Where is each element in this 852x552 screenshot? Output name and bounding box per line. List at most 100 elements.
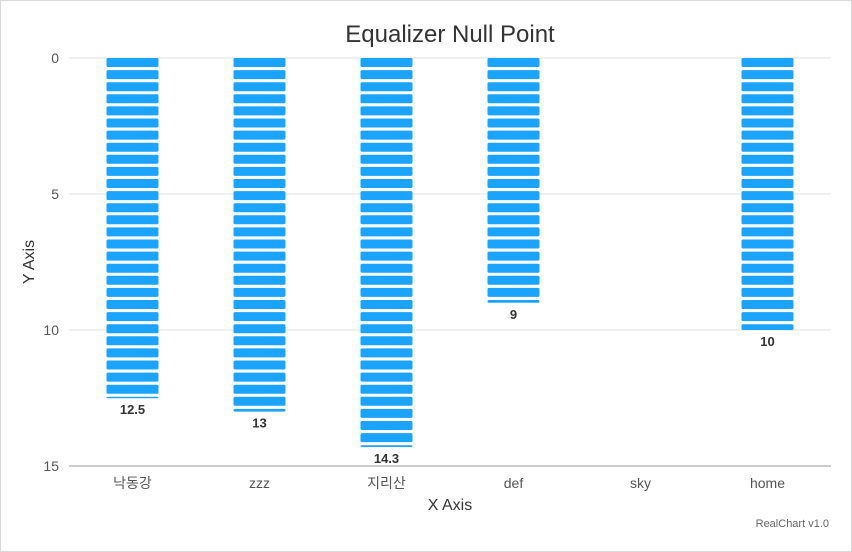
bar (233, 58, 286, 412)
bar-segment (487, 118, 540, 128)
bar-segment (233, 118, 286, 128)
bar-segment (741, 106, 794, 116)
y-tick-label: 10 (43, 322, 59, 338)
bar-segment (233, 203, 286, 213)
bar-segment (233, 154, 286, 164)
x-tick-label: def (504, 475, 524, 491)
bar-segment (233, 166, 286, 176)
y-tick-label: 5 (51, 186, 59, 202)
bar-segment (233, 239, 286, 249)
bar-segment (233, 336, 286, 346)
credit-label: RealChart v1.0 (756, 518, 829, 530)
bar-segment (360, 396, 413, 406)
data-label: 10 (760, 334, 774, 349)
bar-segment (741, 263, 794, 273)
bar-segment (233, 312, 286, 322)
bar-segment (106, 300, 159, 309)
bar-segment (741, 142, 794, 152)
bar-segment (741, 300, 794, 309)
bar-segment (487, 130, 540, 140)
bar-segment (741, 166, 794, 176)
bar (360, 58, 413, 447)
bar-segment (487, 227, 540, 237)
bar-segment (233, 324, 286, 334)
bar-segment (487, 154, 540, 164)
bar (487, 58, 540, 303)
bar-segment (106, 106, 159, 116)
bar (741, 58, 794, 330)
bar-segment (741, 324, 794, 330)
x-axis-ticks: 낙동강 zzz 지리산 def sky home (113, 475, 785, 491)
bar-segment (233, 263, 286, 273)
bar-segment (360, 372, 413, 382)
y-tick-label: 15 (43, 458, 59, 474)
bar-segment (360, 227, 413, 237)
bar-segment (741, 154, 794, 164)
bar-segment (487, 203, 540, 213)
bar-segment (360, 336, 413, 346)
data-label: 13 (252, 416, 266, 431)
bar-segment (360, 263, 413, 273)
bars (106, 58, 794, 447)
bar-segment (487, 94, 540, 104)
bar-segment (106, 130, 159, 140)
bar-segment (106, 239, 159, 249)
bar-segment (487, 82, 540, 92)
bar-segment (487, 275, 540, 285)
y-axis-title: Y Axis (21, 240, 38, 284)
bar-segment (360, 421, 413, 430)
bar-segment (360, 215, 413, 225)
bar-segment (360, 106, 413, 116)
chart-title: Equalizer Null Point (345, 21, 555, 48)
bar-segment (360, 239, 413, 249)
bar-segment (487, 215, 540, 225)
bar-segment (741, 179, 794, 188)
bar-segment (360, 312, 413, 322)
bar-segment (487, 191, 540, 201)
bar-segment (233, 106, 286, 116)
y-axis-ticks: 0 5 10 15 (43, 50, 59, 474)
bar-segment (487, 106, 540, 116)
bar-segment (106, 384, 159, 394)
bar-segment (233, 251, 286, 261)
bar-segment (360, 166, 413, 176)
bar-segment (741, 191, 794, 201)
bar-segment (106, 203, 159, 213)
x-tick-label: 낙동강 (113, 475, 152, 491)
bar-segment (233, 384, 286, 394)
data-label: 14.3 (374, 451, 399, 466)
bar-segment (106, 179, 159, 188)
bar-segment (360, 324, 413, 334)
bar-segment (106, 336, 159, 346)
bar-segment (106, 360, 159, 370)
bar-segment (106, 263, 159, 273)
x-tick-label: 지리산 (367, 475, 406, 491)
bar-segment (233, 348, 286, 358)
bar-segment (233, 408, 286, 412)
bar-segment (487, 179, 540, 188)
bar-segment (106, 70, 159, 80)
bar-segment (360, 348, 413, 358)
data-labels: 12.5 13 14.3 9 10 (120, 307, 775, 466)
bar-segment (106, 215, 159, 225)
bar-segment (360, 384, 413, 394)
bar-segment (360, 142, 413, 152)
bar-segment (487, 251, 540, 261)
bar-segment (360, 70, 413, 80)
bar-segment (360, 445, 413, 447)
bar-segment (106, 396, 159, 399)
bar-segment (360, 203, 413, 213)
bar-segment (487, 287, 540, 297)
bar-segment (360, 275, 413, 285)
bar-segment (741, 287, 794, 297)
bar-segment (487, 300, 540, 303)
bar-segment (106, 154, 159, 164)
bar-segment (741, 239, 794, 249)
bar-segment (360, 118, 413, 128)
bar-segment (487, 263, 540, 273)
x-tick-label: sky (630, 475, 651, 491)
bar-segment (233, 142, 286, 152)
bar-segment (106, 372, 159, 382)
bar-segment (106, 142, 159, 152)
